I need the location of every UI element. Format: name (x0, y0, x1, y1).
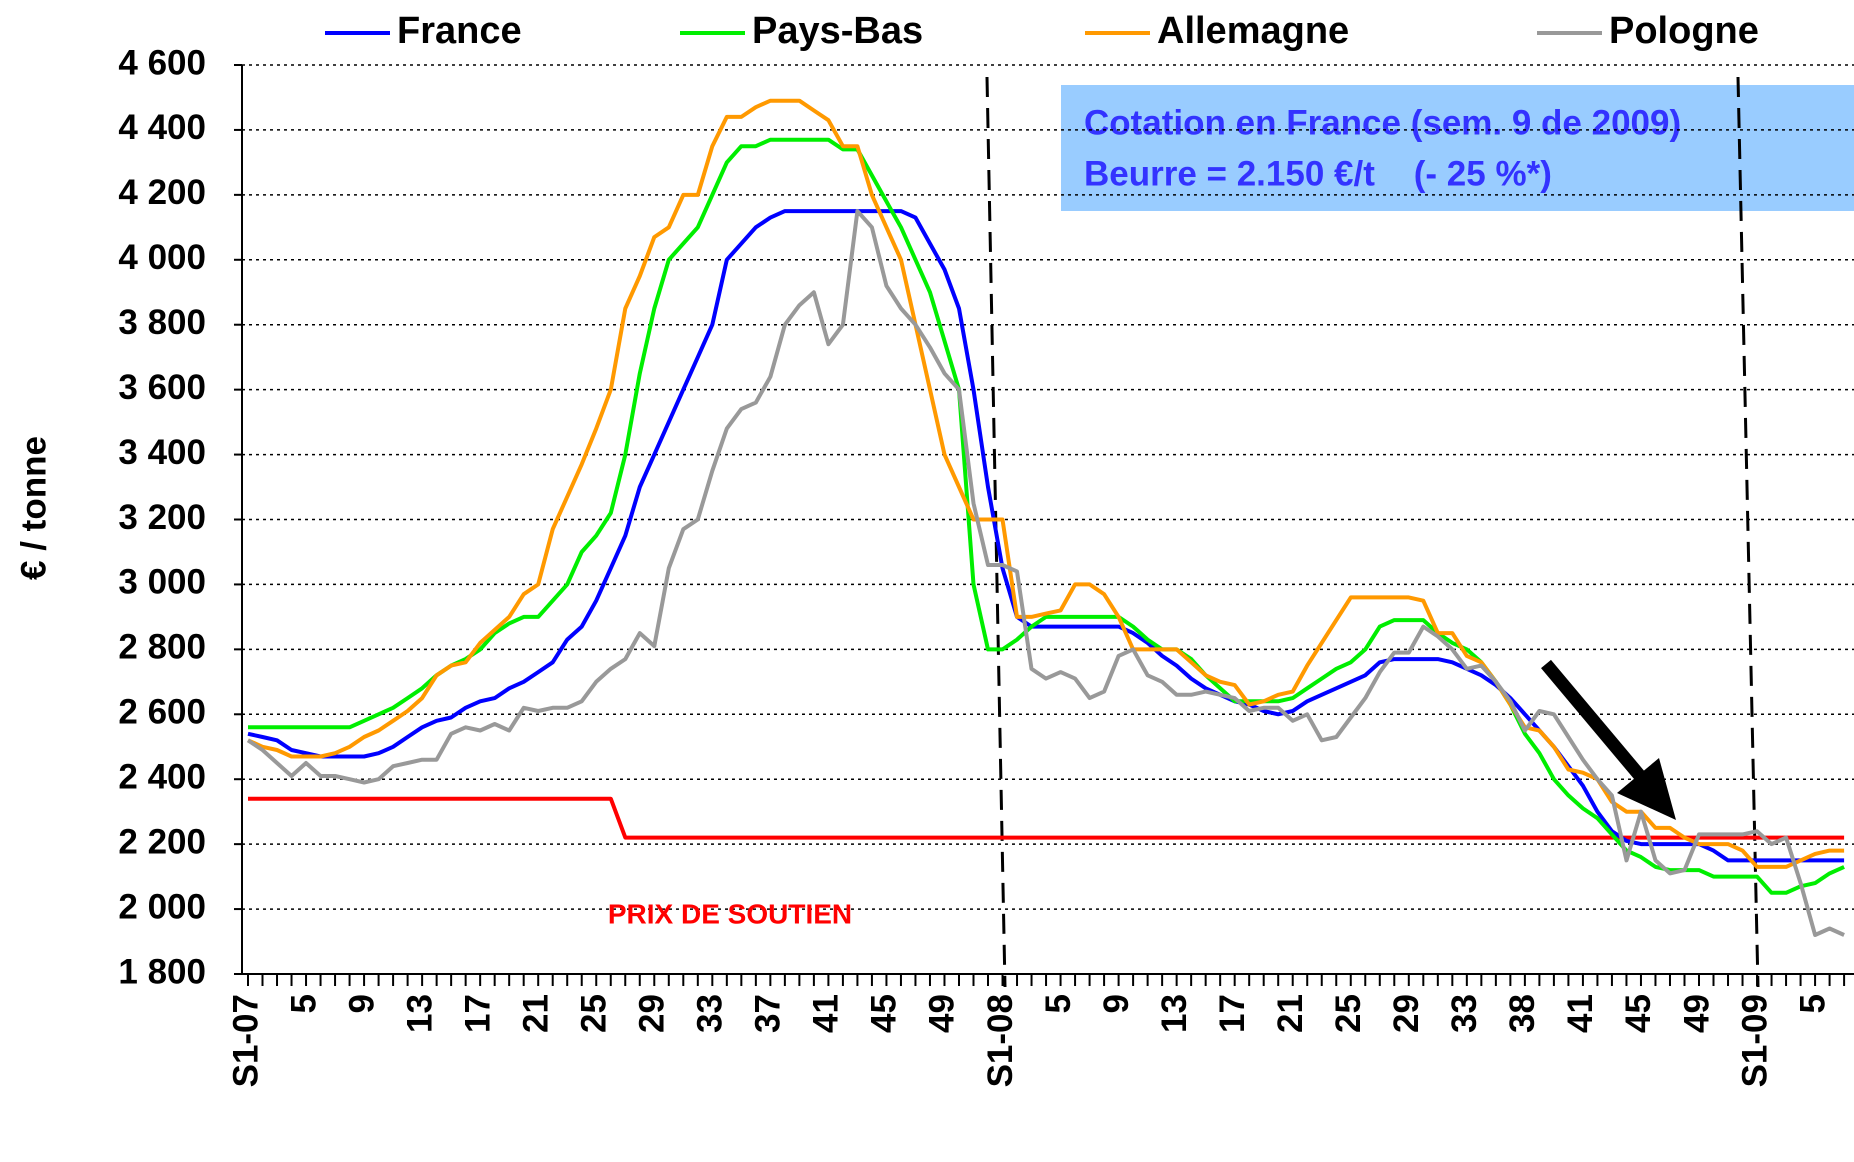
series-line (246, 209, 1845, 937)
x-tick-label: 45 (1619, 994, 1658, 1033)
x-tick-label: 38 (1503, 994, 1542, 1033)
x-tick-label: 17 (1213, 994, 1252, 1033)
y-tick-label: 3 600 (118, 368, 206, 407)
trend-arrow (1541, 659, 1676, 820)
y-tick-label: 2 800 (118, 628, 206, 667)
y-tick-label: 4 600 (118, 43, 206, 82)
annotation-line: Cotation en France (sem. 9 de 2009) (1084, 103, 1681, 142)
series-line (248, 137, 1845, 895)
legend-label: France (397, 10, 522, 52)
x-tick-label: 33 (1445, 994, 1484, 1033)
y-tick-label: 1 800 (118, 952, 206, 991)
x-tick-label: 29 (1387, 994, 1426, 1033)
y-tick-label: 3 200 (118, 498, 206, 537)
y-tick-label: 3 800 (118, 303, 206, 342)
y-tick-label: 3 400 (118, 433, 206, 472)
x-tick-label: S1-08 (981, 994, 1020, 1087)
x-tick-label: 41 (1561, 994, 1600, 1033)
x-tick-label: 5 (284, 994, 323, 1013)
x-tick-label: 41 (807, 994, 846, 1033)
x-tick-label: 9 (1097, 994, 1136, 1013)
x-tick-label: 5 (1039, 994, 1078, 1013)
x-tick-label: 13 (400, 994, 439, 1033)
x-tick-label: S1-09 (1735, 994, 1774, 1087)
x-tick-label: S1-07 (226, 994, 265, 1087)
plot-area (246, 98, 1845, 937)
y-tick-label: 2 200 (118, 822, 206, 861)
x-tick-label: 25 (574, 994, 613, 1033)
x-tick-label: 45 (865, 994, 904, 1033)
x-tick-label: 29 (633, 994, 672, 1033)
y-tick-label: 2 000 (118, 887, 206, 926)
x-tick-label: 21 (1271, 994, 1310, 1033)
legend-label: Pologne (1609, 10, 1759, 52)
legend-label: Allemagne (1157, 10, 1349, 52)
y-tick-label: 2 600 (118, 693, 206, 732)
x-tick-label: 25 (1329, 994, 1368, 1033)
legend-label: Pays-Bas (752, 10, 923, 52)
reference-label: PRIX DE SOUTIEN (608, 898, 852, 929)
y-tick-label: 3 000 (118, 563, 206, 602)
y-tick-label: 4 200 (118, 173, 206, 212)
series-line (247, 209, 1845, 863)
series-line (247, 98, 1845, 869)
y-tick-label: 4 400 (118, 108, 206, 147)
reference-line (248, 796, 1845, 840)
x-tick-label: 49 (1677, 994, 1716, 1033)
year-separator (985, 76, 1007, 988)
x-tick-label: 33 (691, 994, 730, 1033)
year-separator (1736, 76, 1760, 988)
y-tick-label: 4 000 (118, 238, 206, 277)
y-axis-label: € / tonne (14, 436, 53, 580)
y-tick-label: 2 400 (118, 757, 206, 796)
x-tick-label: 21 (516, 994, 555, 1033)
x-tick-label: 49 (923, 994, 962, 1033)
x-tick-label: 13 (1155, 994, 1194, 1033)
annotation-box (1061, 85, 1854, 211)
x-tick-label: 37 (749, 994, 788, 1033)
x-tick-label: 9 (342, 994, 381, 1013)
x-tick-label: 17 (458, 994, 497, 1033)
annotation-line: Beurre = 2.150 €/t (- 25 %*) (1084, 154, 1552, 193)
x-tick-label: 5 (1793, 994, 1832, 1013)
